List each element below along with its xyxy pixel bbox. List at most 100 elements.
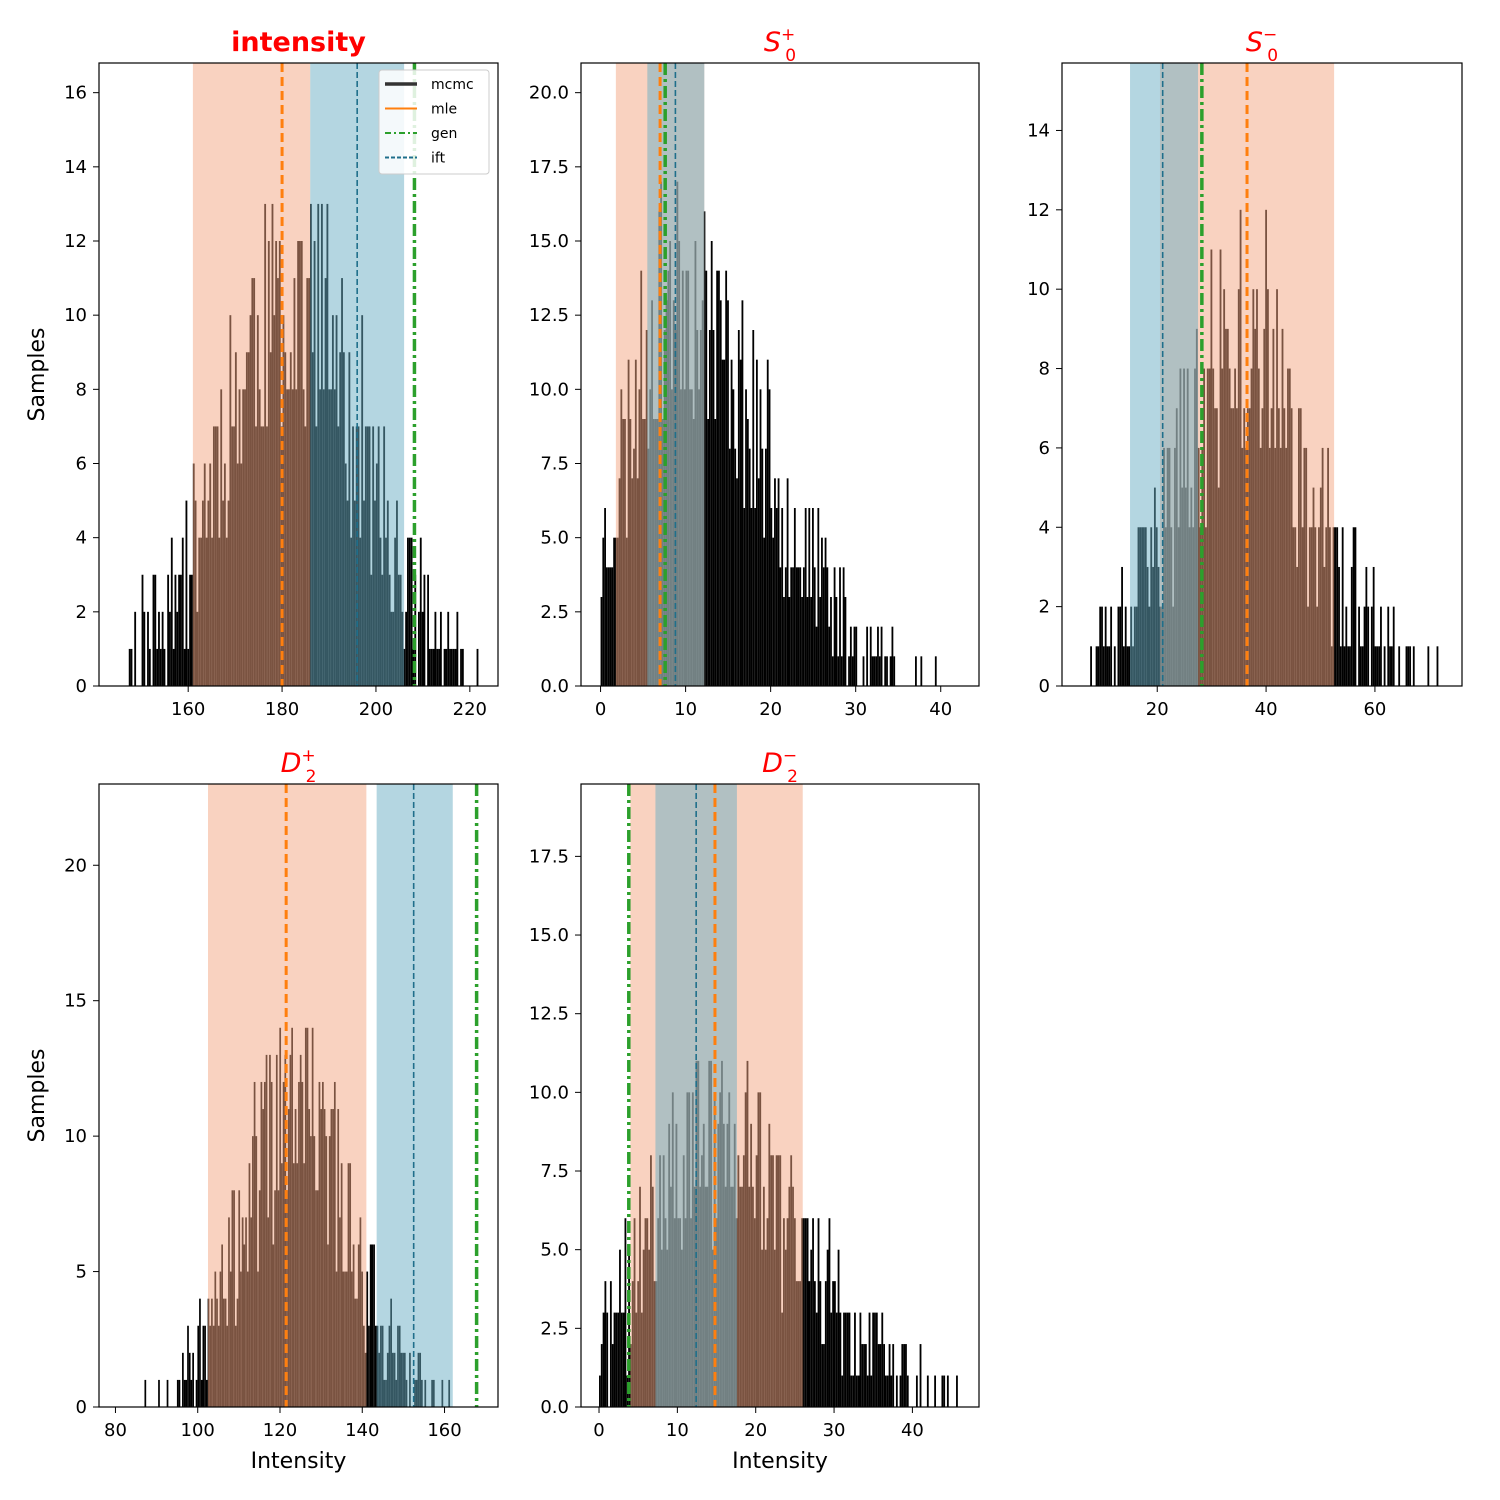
y-tick-label: 12 (1027, 200, 1050, 221)
hist-bar (774, 478, 776, 686)
x-tick-label: 40 (901, 1420, 924, 1441)
x-axis-label: Intensity (732, 1449, 828, 1474)
hist-bar (741, 300, 744, 686)
hist-bar (852, 1375, 855, 1407)
hist-bar (707, 419, 709, 686)
hist-bar (414, 574, 417, 686)
hist-bar (418, 611, 420, 686)
hist-bar (837, 1249, 840, 1407)
hist-bar (783, 597, 785, 686)
hist-bar (619, 1249, 621, 1407)
y-tick-label: 5 (76, 1262, 87, 1283)
y-tick-label: 4 (1039, 517, 1050, 538)
hist-bar (185, 1379, 188, 1407)
hist-bar (148, 648, 151, 686)
hist-bar (869, 626, 872, 686)
hist-bar (1359, 646, 1362, 686)
title-base: D (281, 748, 302, 779)
hist-bar (755, 359, 758, 686)
hist-bar (172, 648, 175, 686)
panel-D2minus: 0 10 20 30 40 0.0 2.5 5.0 7.5 10.0 12.5 15.0 17.5 Int… (529, 746, 980, 1474)
hist-bar (839, 567, 841, 686)
hist-bar (178, 1379, 181, 1407)
hist-bar (423, 574, 426, 686)
hist-bar (761, 448, 764, 686)
title-superscript: − (1263, 25, 1277, 45)
hist-bar (799, 567, 802, 686)
hist-bar (822, 567, 825, 686)
title-superscript: + (781, 25, 795, 45)
hist-bar (779, 567, 782, 686)
hist-bar (1126, 646, 1129, 686)
ift-interval-band (1130, 63, 1199, 686)
hist-bar (843, 1312, 845, 1407)
hist-bar (611, 567, 614, 686)
hist-bar (891, 626, 894, 686)
hist-bar (943, 1375, 946, 1407)
y-tick-label: 10.0 (529, 1082, 569, 1103)
hist-bar (438, 648, 440, 686)
hist-bar (821, 1344, 824, 1407)
hist-bar (837, 656, 840, 686)
hist-bar (934, 1375, 937, 1407)
hist-bar (824, 537, 827, 686)
panel-title: D+ 2 (281, 746, 317, 787)
hist-bar (868, 1312, 871, 1407)
hist-bar (183, 648, 186, 686)
hist-bar (863, 1344, 865, 1407)
hist-bar (147, 611, 149, 686)
hist-bar (874, 1312, 876, 1407)
hist-bar (714, 419, 717, 686)
hist-bar (721, 359, 724, 686)
hist-bar (1099, 606, 1102, 686)
hist-bar (786, 478, 789, 686)
hist-bar (710, 241, 713, 686)
y-tick-label: 14 (64, 157, 87, 178)
hist-bar (156, 648, 159, 686)
hist-bar (170, 537, 173, 686)
hist-bar (808, 1281, 811, 1407)
hist-bar (419, 537, 422, 686)
hist-bar (1370, 606, 1373, 686)
hist-bar (812, 1218, 814, 1407)
hist-bar (199, 1298, 201, 1407)
hist-bar (1354, 527, 1357, 686)
hist-bar (1119, 606, 1122, 686)
hist-bar (617, 1312, 620, 1407)
hist-bar (1383, 646, 1386, 686)
y-tick-label: 15.0 (529, 231, 569, 252)
y-tick-label: 10 (64, 305, 87, 326)
hist-bar (815, 1312, 818, 1407)
hist-bar (452, 648, 455, 686)
hist-bar (873, 656, 876, 686)
hist-bar (728, 448, 731, 686)
hist-bar (855, 626, 858, 686)
hist-bar (828, 626, 831, 686)
hist-bar (166, 1379, 169, 1407)
hist-bar (205, 1379, 208, 1407)
hist-bar (607, 567, 610, 686)
hist-bar (187, 648, 190, 686)
hist-bar (857, 1375, 860, 1407)
x-tick-label: 120 (263, 1420, 297, 1441)
hist-bar (152, 574, 155, 686)
hist-bar (1363, 606, 1366, 686)
hist-bar (850, 1375, 853, 1407)
hist-bar (815, 626, 818, 686)
hist-bar (130, 648, 133, 686)
hist-bar (732, 389, 735, 686)
panel-D2plus: 80 100 120 140 160 0 5 10 15 20 Intensity Samples D+… (25, 746, 499, 1474)
panel-title: intensity (231, 27, 366, 58)
hist-bar (174, 574, 177, 686)
hist-bar (1349, 646, 1351, 686)
hist-bar (892, 1344, 895, 1407)
hist-bar (831, 656, 834, 686)
hist-bar (763, 537, 766, 686)
x-tick-label: 30 (844, 699, 867, 720)
x-tick-label: 220 (453, 699, 487, 720)
panel-intensity: 160 180 200 220 0 2 4 6 8 10 12 14 16 Samples intensit… (25, 27, 499, 720)
y-tick-label: 10 (64, 1126, 87, 1147)
hist-bar (169, 611, 171, 686)
